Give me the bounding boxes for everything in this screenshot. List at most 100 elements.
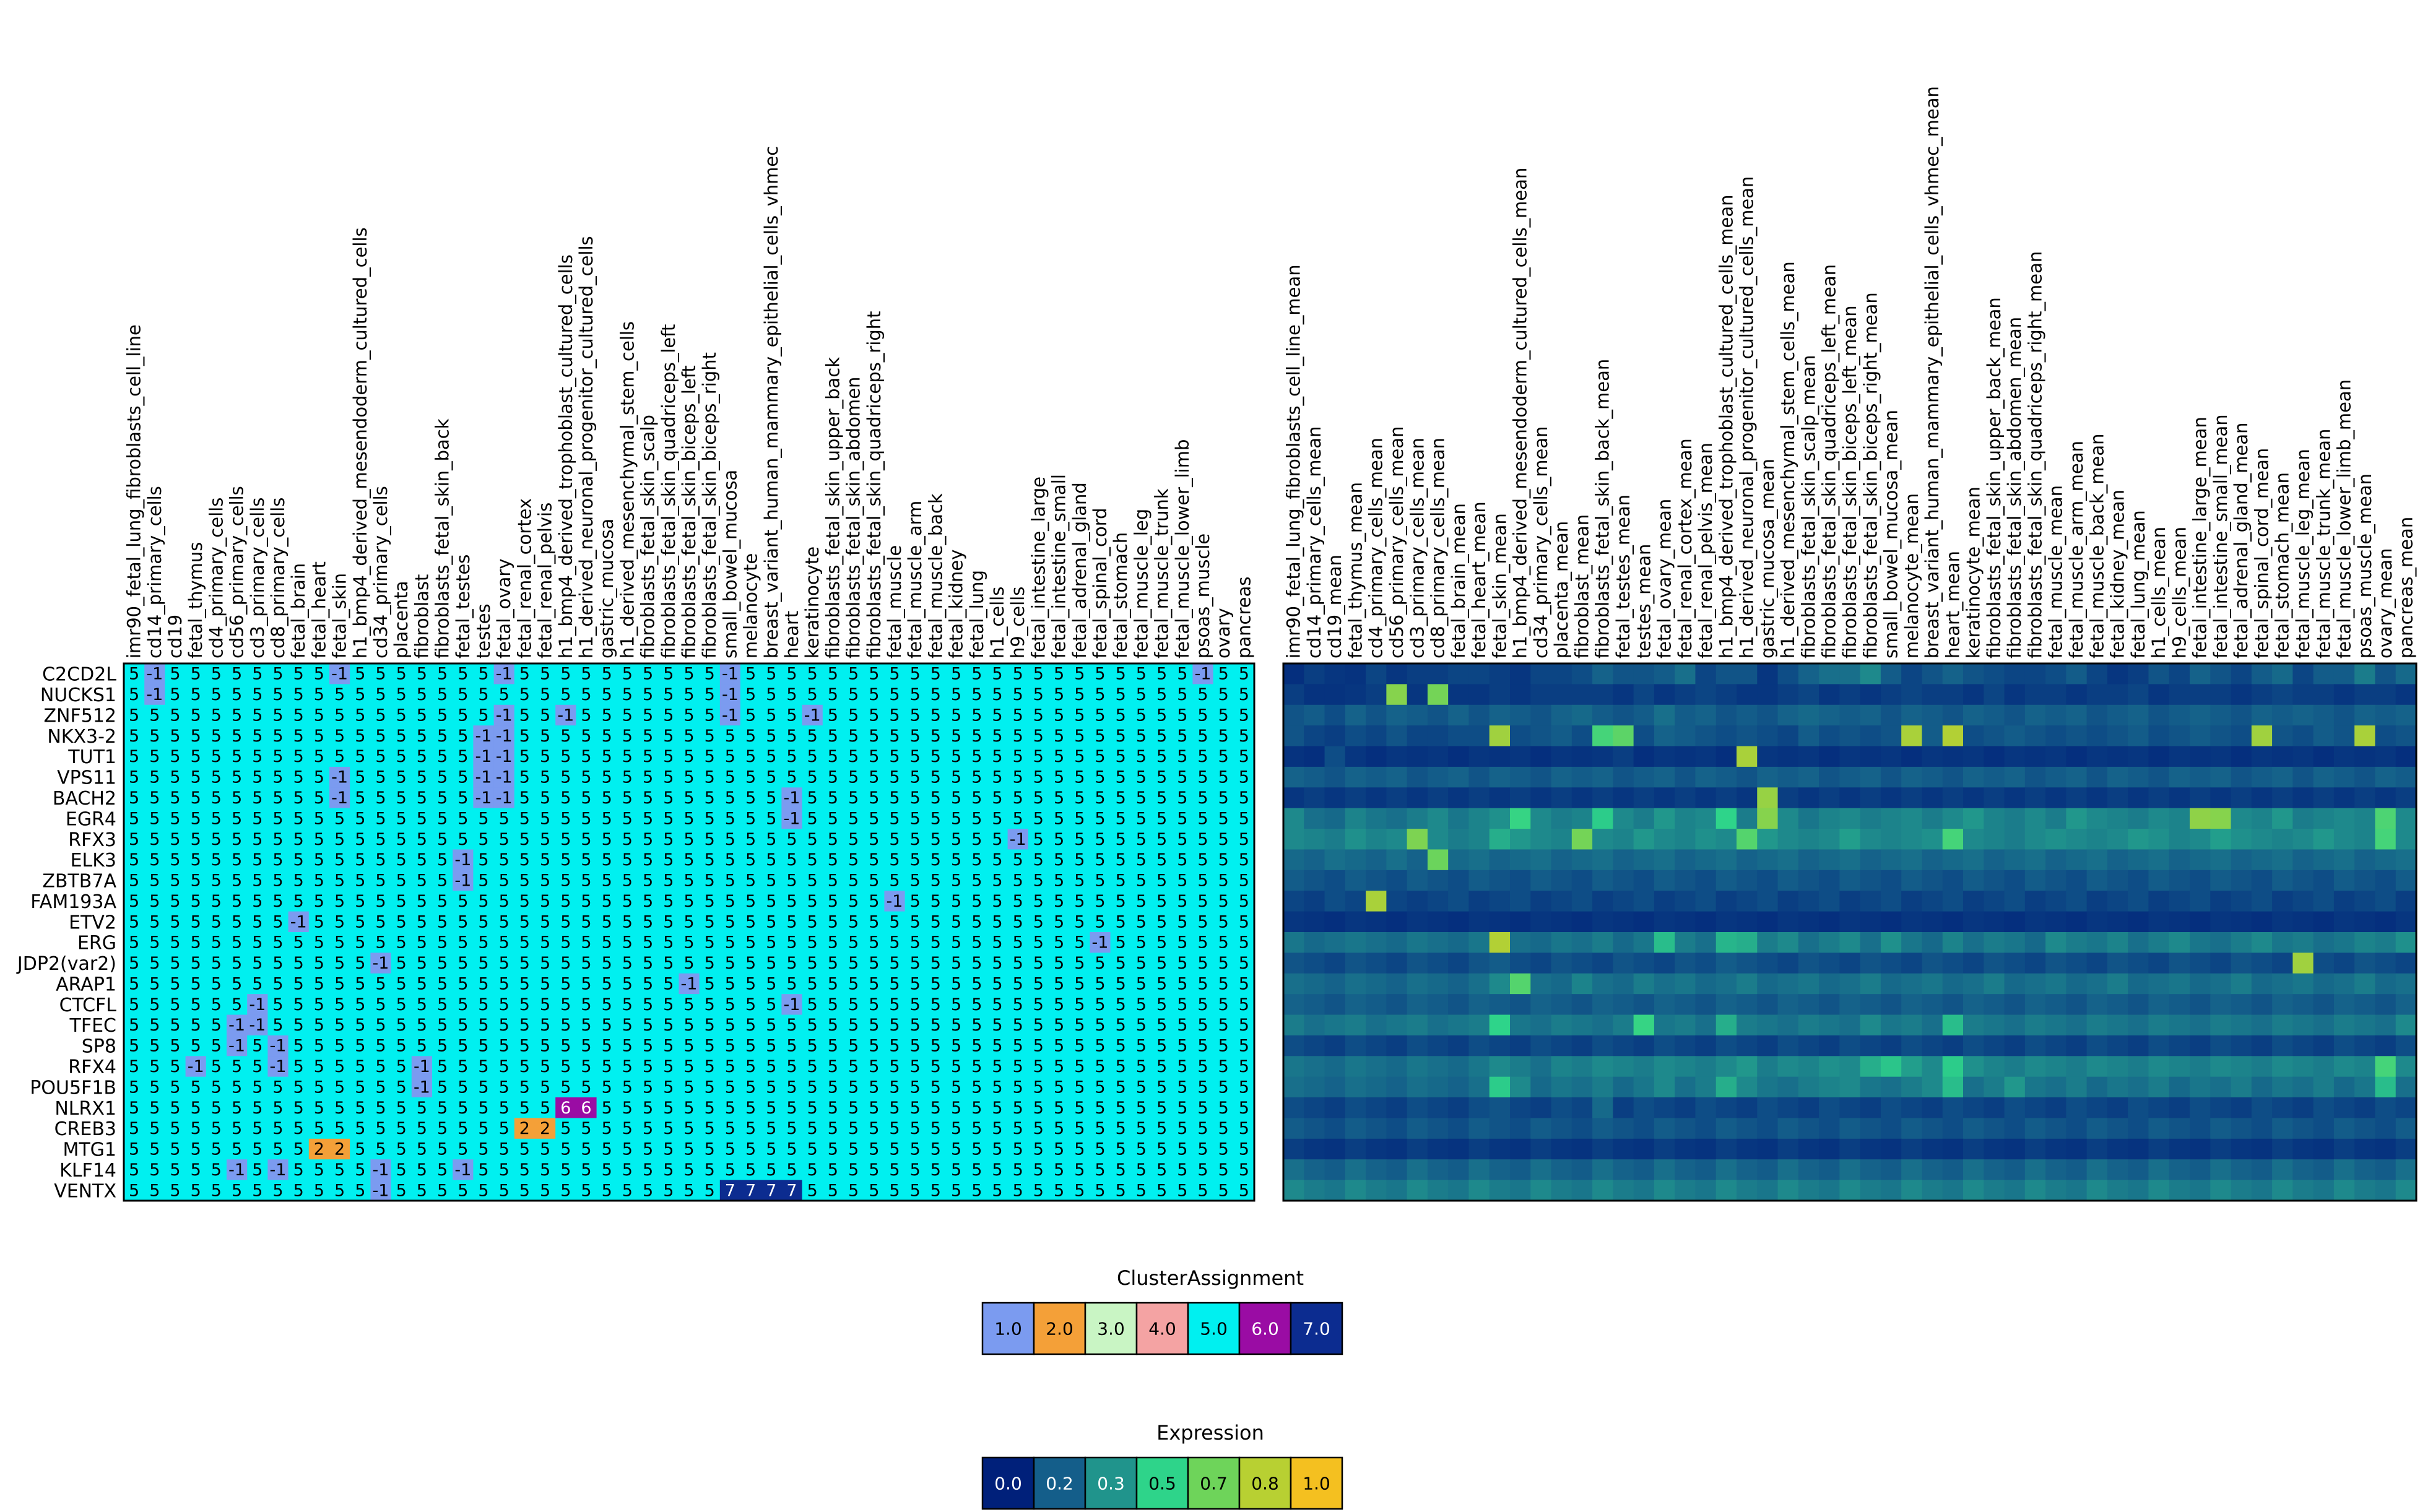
cluster-cell-value: 5	[1156, 665, 1167, 684]
expression-cell	[1839, 849, 1861, 871]
cluster-cell	[514, 725, 536, 747]
cluster-cell-value: 5	[807, 912, 818, 931]
cluster-column-label: fetal_muscle_leg	[1130, 509, 1151, 659]
cluster-cell	[1130, 663, 1152, 685]
expression-cell	[1530, 746, 1552, 767]
cluster-cell-value: 5	[437, 1160, 448, 1180]
cluster-column-label: h1_bmp4_derived_trophoblast_cultured_cel…	[555, 254, 576, 659]
cluster-cell-value: 5	[293, 1099, 304, 1118]
expression-cell	[1695, 994, 1717, 1016]
expression-cell	[2045, 1076, 2067, 1098]
cluster-cell-value: 5	[1156, 788, 1167, 808]
expression-cell	[2169, 932, 2190, 953]
expression-cell	[2107, 1014, 2128, 1036]
cluster-cell-value: 5	[971, 1140, 982, 1159]
expression-cell	[1489, 1118, 1511, 1139]
expression-cell	[2231, 1118, 2252, 1139]
expression-cell	[2375, 1138, 2396, 1160]
cluster-cell	[576, 766, 597, 788]
cluster-cell-value: 5	[725, 1078, 735, 1097]
cluster-cell	[288, 746, 310, 767]
cluster-column-label: fetal_skin	[329, 573, 350, 659]
expression-cell	[2231, 911, 2252, 933]
cluster-cell-value: 5	[1054, 974, 1064, 993]
cluster-column-label: fetal_muscle_lower_limb	[1172, 439, 1193, 659]
expression-cell	[2272, 911, 2293, 933]
cluster-cell-value: 5	[232, 933, 242, 953]
cluster-column-label: fibroblasts_fetal_skin_biceps_left	[679, 365, 700, 659]
expression-cell	[2333, 1076, 2355, 1098]
cluster-cell-value: 5	[992, 1037, 1002, 1056]
cluster-cell-value: 5	[992, 1140, 1002, 1159]
cluster-cell-value: 5	[622, 1016, 633, 1035]
cluster-cell-value: 5	[314, 974, 324, 993]
cluster-cell-value: 5	[992, 954, 1002, 973]
expression-cell	[2395, 1014, 2417, 1036]
expression-cell	[2375, 1159, 2396, 1181]
cluster-cell-value: 5	[1033, 892, 1044, 911]
expression-cell	[1654, 787, 1675, 809]
cluster-cell-value: 5	[971, 1181, 982, 1200]
cluster-cell-value: 5	[499, 1181, 510, 1200]
cluster-cell-value: 5	[272, 1119, 283, 1138]
expression-cell	[1571, 684, 1593, 706]
cluster-cell-value: 5	[1116, 912, 1126, 931]
cluster-cell	[453, 746, 474, 767]
expression-cell	[1942, 870, 1964, 891]
cluster-cell-value: 5	[1177, 830, 1187, 849]
expression-cell	[1777, 1097, 1799, 1118]
cluster-cell-value: -1	[681, 974, 698, 993]
cluster-cell-value: 5	[1197, 1078, 1208, 1097]
cluster-cell-value: 5	[910, 974, 921, 993]
expression-column-label: fetal_muscle_arm_mean	[2066, 441, 2087, 659]
cluster-cell-value: 5	[211, 1078, 222, 1097]
cluster-cell-value: 5	[869, 954, 879, 973]
expression-cell	[2333, 663, 2355, 685]
cluster-cell-value: 5	[663, 1057, 674, 1076]
expression-cell	[1757, 746, 1779, 767]
expression-cell	[2292, 829, 2314, 850]
cluster-cell-value: 5	[314, 954, 324, 973]
expression-cell	[2169, 1180, 2190, 1201]
cluster-cell	[884, 684, 906, 706]
cluster-cell-value: 5	[252, 1078, 262, 1097]
cluster-cell-value: 5	[705, 1181, 715, 1200]
cluster-cell-value: 5	[848, 1099, 859, 1118]
cluster-cell	[1090, 746, 1111, 767]
gene-row-label: NKX3-2	[47, 726, 116, 748]
expression-cell	[2024, 973, 2046, 995]
cluster-cell-value: 5	[396, 1057, 407, 1076]
expression-cell	[1345, 994, 1366, 1016]
expression-cell	[1654, 973, 1675, 995]
expression-cell	[1407, 994, 1428, 1016]
cluster-cell-value: 5	[499, 1140, 510, 1159]
cluster-cell	[843, 725, 864, 747]
cluster-cell-value: 5	[355, 1099, 365, 1118]
cluster-cell-value: 5	[252, 665, 262, 684]
expression-cell	[2272, 1076, 2293, 1098]
cluster-cell-value: 5	[560, 1181, 571, 1200]
expression-cell	[2169, 663, 2190, 685]
cluster-cell-value: 5	[211, 1099, 222, 1118]
cluster-cell-value: 5	[1074, 912, 1085, 931]
expression-cell	[1345, 973, 1366, 995]
cluster-cell-value: 5	[170, 1181, 180, 1200]
cluster-cell-value: 5	[458, 706, 468, 725]
expression-cell	[1839, 704, 1861, 726]
expression-cell	[2190, 1138, 2211, 1160]
cluster-column-label: h1_bmp4_derived_mesendoderm_cultured_cel…	[350, 227, 371, 659]
expression-cell	[1386, 932, 1408, 953]
expression-cell	[1304, 766, 1325, 788]
cluster-cell	[411, 746, 433, 767]
expression-cell	[2313, 1138, 2335, 1160]
cluster-cell	[1069, 684, 1090, 706]
cluster-cell-value: 5	[581, 685, 591, 704]
cluster-cell-value: 5	[869, 850, 879, 870]
cluster-cell-value: 5	[786, 665, 797, 684]
expression-cell	[2004, 1138, 2026, 1160]
cluster-cell	[411, 684, 433, 706]
expression-cell	[1633, 1014, 1655, 1036]
expression-cell	[2190, 849, 2211, 871]
expression-cell	[1798, 829, 1819, 850]
expression-cell	[1901, 766, 1922, 788]
